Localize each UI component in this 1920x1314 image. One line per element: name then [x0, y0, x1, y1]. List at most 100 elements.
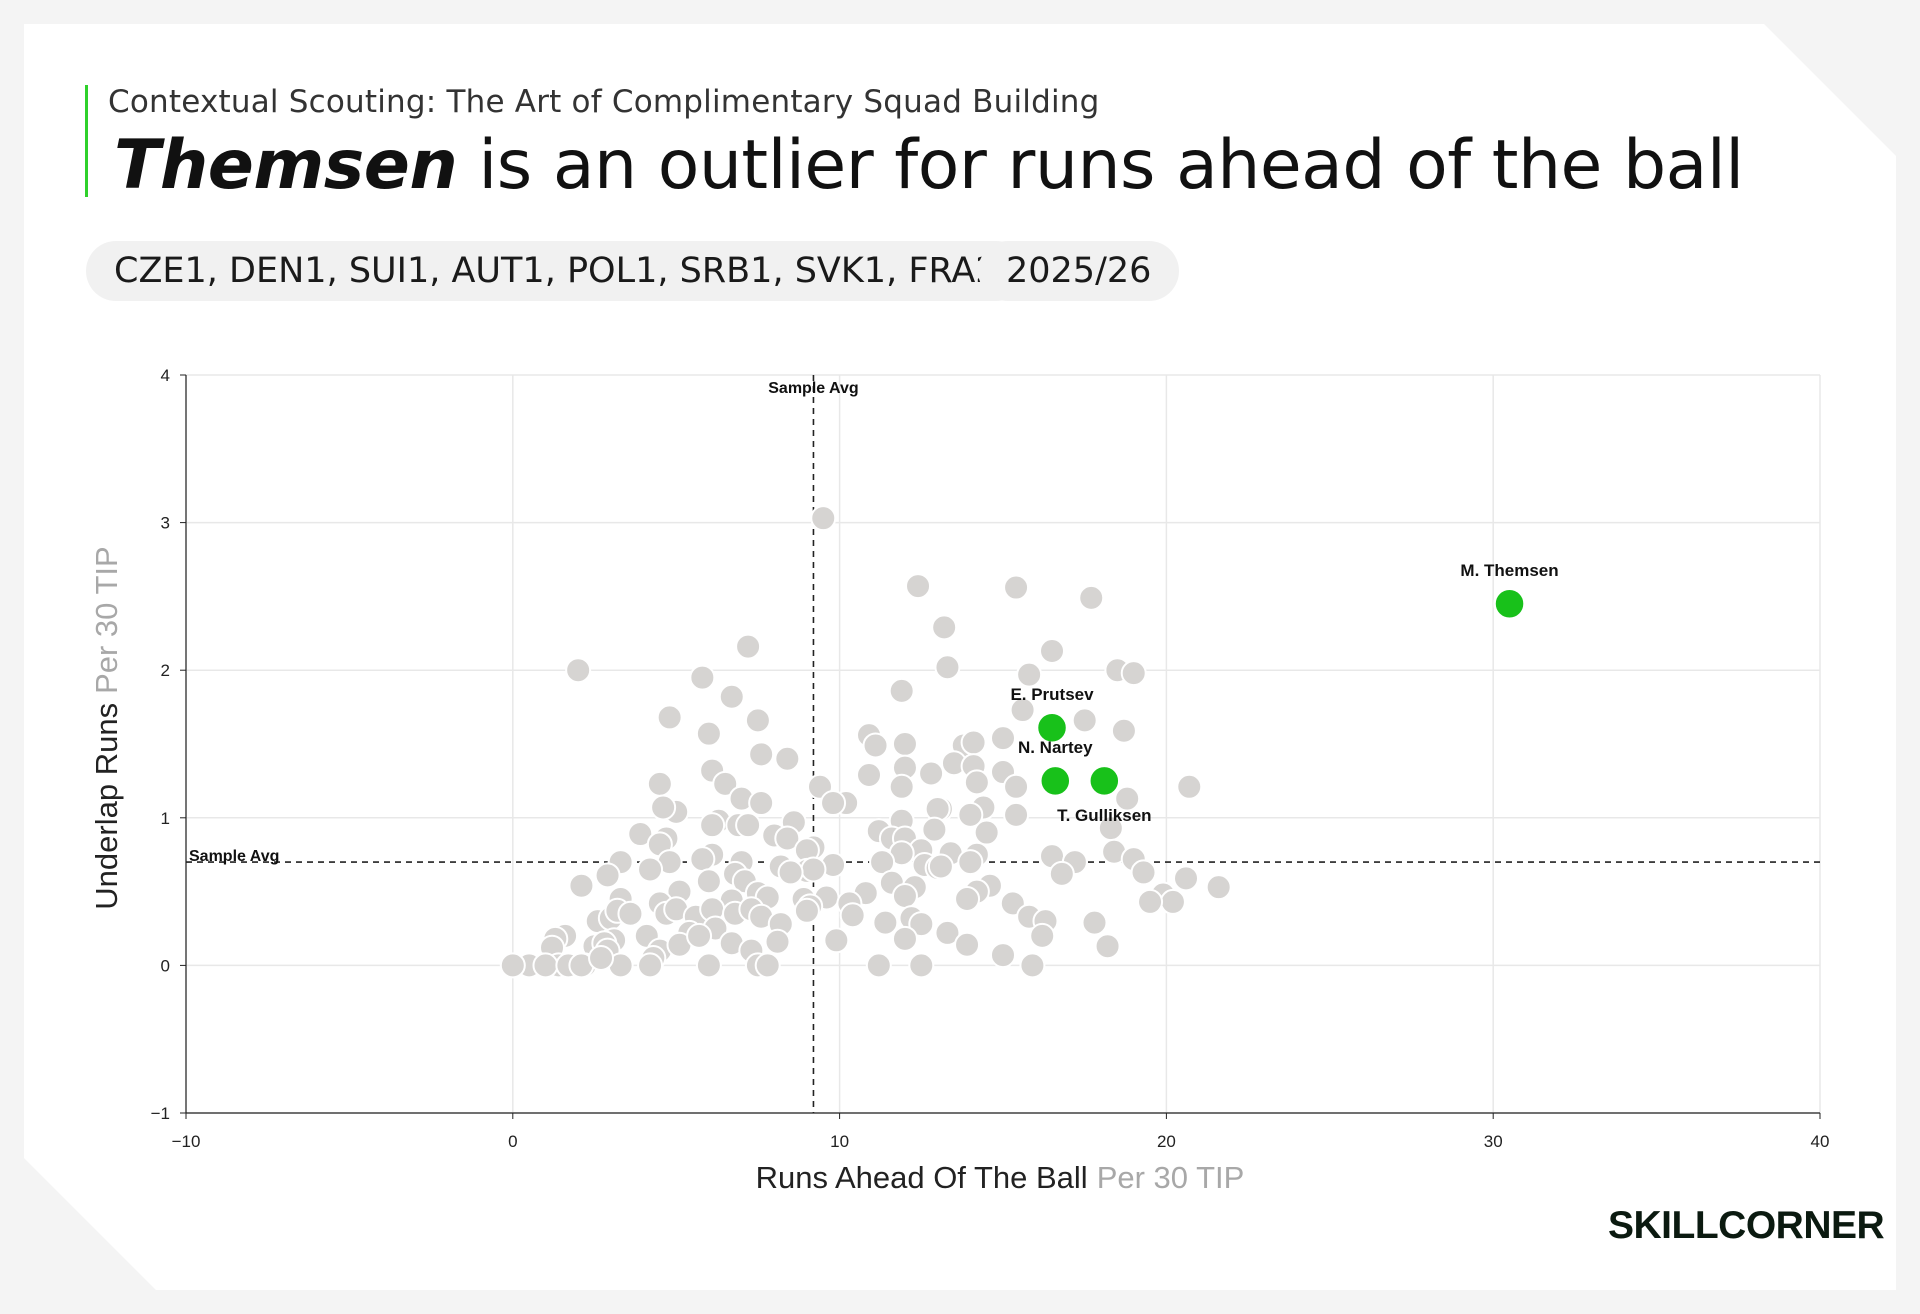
player-point [712, 770, 739, 797]
player-point [1176, 773, 1203, 800]
player-point [869, 849, 896, 876]
x-tick-label: −10 [172, 1132, 201, 1151]
player-point [1120, 660, 1147, 687]
player-point [1019, 952, 1046, 979]
player-point [686, 922, 713, 949]
player-point [1071, 707, 1098, 734]
player-point [1173, 865, 1200, 892]
x-tick-label: 30 [1484, 1132, 1503, 1151]
x-avg-label: Sample Avg [768, 380, 858, 397]
y-avg-label: Sample Avg [189, 848, 279, 865]
player-point [1114, 785, 1141, 812]
y-axis-label: Underlap Runs Per 30 TIP [89, 546, 124, 909]
player-point [973, 819, 1000, 846]
player-point [931, 614, 958, 641]
player-point [1016, 661, 1043, 688]
highlight-point [1039, 764, 1072, 798]
player-point [1003, 574, 1030, 601]
player-point [934, 919, 961, 946]
player-point [839, 902, 866, 929]
y-tick-label: 2 [161, 661, 170, 680]
x-tick-label: 10 [830, 1132, 849, 1151]
y-tick-label: 0 [161, 956, 170, 975]
y-axis-label-main: Underlap Runs [89, 703, 124, 910]
player-point [888, 677, 915, 704]
highlight-label: N. Nartey [1018, 738, 1093, 757]
x-axis-label-main: Runs Ahead Of The Ball [756, 1160, 1088, 1195]
highlight-label: E. Prutsev [1010, 685, 1094, 704]
skillcorner-logo: SKILLCORNER [1608, 1204, 1885, 1247]
player-point [568, 872, 595, 899]
x-tick-label: 40 [1811, 1132, 1830, 1151]
player-point [748, 741, 775, 768]
reference-lines: Sample Avg Sample Avg [186, 375, 1820, 1113]
player-point [1039, 638, 1066, 665]
x-tick-label: 0 [508, 1132, 517, 1151]
player-point [954, 885, 981, 912]
player-point [1205, 874, 1232, 901]
player-point [990, 725, 1016, 752]
player-point [565, 657, 592, 684]
player-point [1110, 717, 1137, 744]
player-point [918, 760, 945, 787]
headline-rest: is an outlier for runs ahead of the ball [457, 126, 1744, 205]
player-point [646, 770, 673, 797]
player-point [990, 942, 1016, 969]
player-point [588, 945, 615, 972]
highlight-label: T. Gulliksen [1057, 806, 1151, 825]
x-axis-label-suffix: Per 30 TIP [1097, 1160, 1245, 1195]
player-point [960, 729, 987, 756]
player-point [957, 849, 984, 876]
player-point [699, 812, 726, 839]
player-point [1130, 859, 1157, 886]
y-tick-label: 3 [161, 514, 170, 533]
player-point [774, 825, 801, 852]
highlight-label: M. Themsen [1460, 561, 1558, 580]
player-point [908, 952, 935, 979]
player-point [1003, 773, 1030, 800]
player-point [774, 745, 801, 772]
y-tick-label: −1 [151, 1104, 170, 1123]
player-point [744, 707, 771, 734]
player-point [862, 732, 889, 759]
season-filter-pill: 2025/26 [978, 241, 1180, 301]
player-point [637, 856, 664, 883]
y-axis-label-suffix: Per 30 TIP [89, 546, 124, 694]
player-point [499, 952, 526, 979]
player-point [695, 720, 722, 747]
player-point [637, 952, 664, 979]
player-point [921, 816, 948, 843]
player-point [888, 773, 915, 800]
player-point [963, 769, 990, 796]
player-point [800, 856, 827, 883]
player-point [718, 683, 745, 710]
player-point [754, 952, 781, 979]
player-point [927, 853, 954, 880]
player-point [617, 900, 644, 927]
player-point [1081, 909, 1108, 936]
player-point [1048, 860, 1075, 887]
player-point [748, 790, 775, 817]
player-point [872, 909, 899, 936]
player-point [532, 952, 559, 979]
highlight-point [1493, 587, 1526, 621]
player-point [891, 883, 918, 910]
y-tick-label: 4 [161, 366, 170, 385]
highlight-point [1088, 764, 1121, 798]
player-point [954, 931, 981, 958]
headline-highlight: Themsen [114, 126, 458, 205]
x-tick-label: 20 [1157, 1132, 1176, 1151]
player-point [650, 794, 677, 821]
player-point [810, 505, 837, 532]
player-point [1009, 697, 1036, 724]
player-point [764, 928, 791, 955]
player-point [856, 761, 883, 788]
player-point [793, 897, 820, 924]
player-point [891, 731, 918, 757]
player-point [1003, 801, 1030, 828]
player-point [957, 801, 984, 828]
player-point [1029, 922, 1056, 949]
player-point [695, 868, 722, 895]
